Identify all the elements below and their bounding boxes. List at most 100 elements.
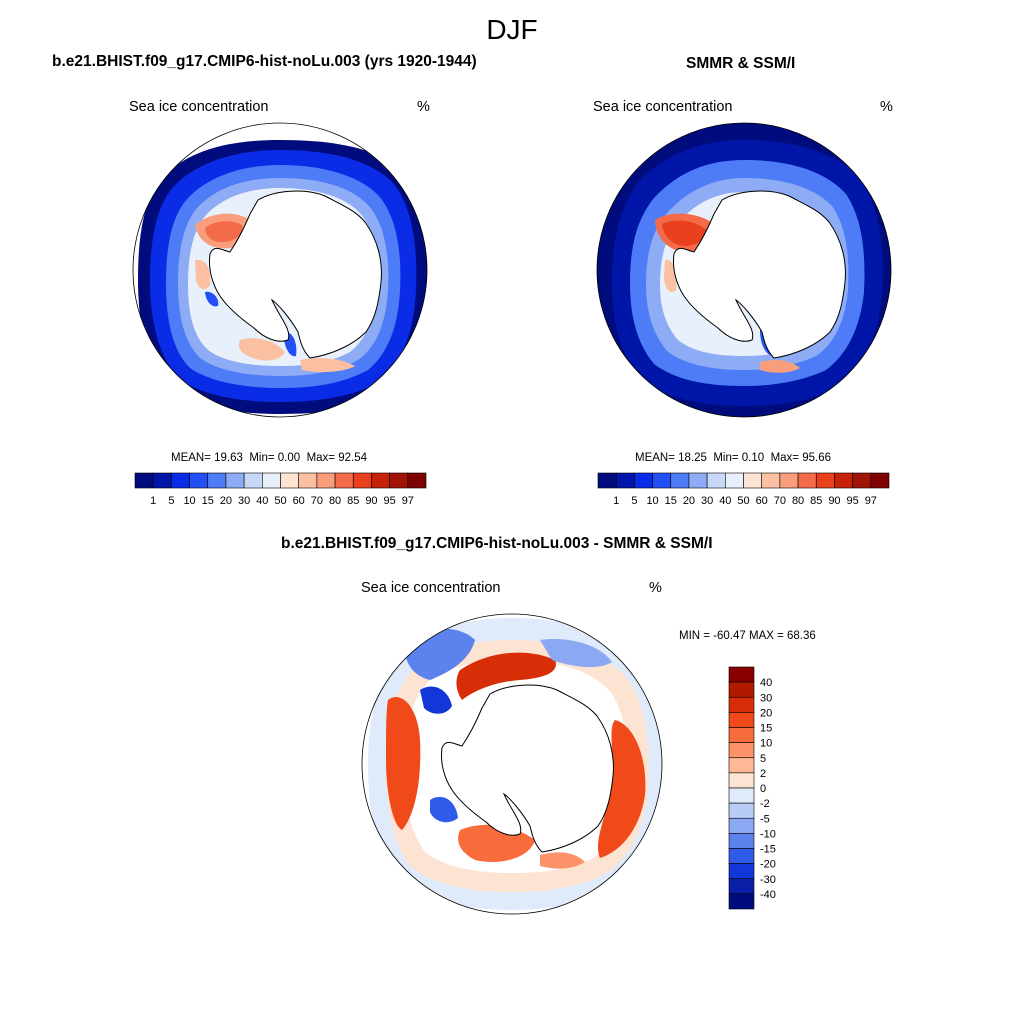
diff-red-east xyxy=(597,720,646,858)
model-colorbar-tick-label: 10 xyxy=(183,495,195,507)
model-colorbar-swatch xyxy=(225,472,245,489)
model-ice-red-2 xyxy=(205,221,243,243)
obs-colorbar-tick-label: 95 xyxy=(847,495,859,507)
diff-red-north xyxy=(456,652,556,700)
diff-units-label: % xyxy=(649,580,662,596)
diff-colorbar-swatch xyxy=(728,772,755,789)
diff-colorbar-swatch xyxy=(728,802,755,819)
obs-colorbar-swatch xyxy=(797,472,817,489)
model-colorbar-tick-label: 40 xyxy=(256,495,268,507)
diff-colorbar-tick-label: 20 xyxy=(760,707,772,719)
diff-colorbar-tick-label: -5 xyxy=(760,813,770,825)
model-colorbar: 1 5 10 15 20 30 40 50 60 70 80 85 90 95 97 xyxy=(134,472,427,507)
model-map-boundary xyxy=(132,122,428,418)
obs-max-value: 95.66 xyxy=(802,452,831,464)
obs-colorbar-swatch xyxy=(834,472,853,489)
model-colorbar-tick-label: 60 xyxy=(293,495,305,507)
model-colorbar-tick-label: 70 xyxy=(311,495,323,507)
model-max-value: 92.54 xyxy=(338,452,367,464)
diff-colorbar-tick-label: -15 xyxy=(760,844,776,856)
diff-colorbar-swatch xyxy=(728,878,755,895)
diff-antarctica xyxy=(441,684,614,853)
model-ice-red-5 xyxy=(195,259,211,290)
diff-colorbar-tick-label: -40 xyxy=(760,889,776,901)
diff-colorbar-swatch xyxy=(728,817,755,834)
obs-colorbar-tick-label: 50 xyxy=(737,495,749,507)
model-colorbar-swatch xyxy=(207,472,227,489)
model-ice-blue-1 xyxy=(205,291,219,307)
obs-colorbar-swatch xyxy=(652,472,672,489)
model-ice-red-4 xyxy=(300,358,355,373)
model-variable-label: Sea ice concentration xyxy=(129,99,269,115)
obs-colorbar-tick-label: 97 xyxy=(865,495,877,507)
diff-colorbar-swatch xyxy=(728,787,755,804)
obs-min-label: Min= xyxy=(713,452,739,464)
model-colorbar-swatch xyxy=(298,472,318,489)
obs-ice-red-2 xyxy=(662,220,706,246)
diff-map xyxy=(368,618,662,910)
model-min-value: 0.00 xyxy=(277,452,301,464)
obs-colorbar-tick-label: 90 xyxy=(828,495,840,507)
diff-panel-title: b.e21.BHIST.f09_g17.CMIP6-hist-noLu.003 … xyxy=(281,535,713,552)
model-units-label: % xyxy=(417,99,430,115)
obs-min-value: 0.10 xyxy=(741,452,765,464)
obs-mean-value: 18.25 xyxy=(678,452,707,464)
model-mean-value: 19.63 xyxy=(214,452,243,464)
obs-colorbar-tick-label: 80 xyxy=(792,495,804,507)
model-colorbar-swatch xyxy=(316,472,336,489)
obs-colorbar-tick-label: 70 xyxy=(774,495,786,507)
obs-colorbar-swatch xyxy=(725,472,744,489)
obs-map-boundary xyxy=(596,122,892,418)
diff-colorbar-tick-label: 5 xyxy=(760,753,766,765)
diff-variable-label: Sea ice concentration xyxy=(361,580,501,596)
obs-colorbar: 1 5 10 15 20 30 40 50 60 70 80 85 90 95 97 xyxy=(597,472,890,507)
obs-colorbar-tick-label: 20 xyxy=(683,495,695,507)
diff-colorbar-swatch xyxy=(728,712,755,728)
obs-colorbar-swatch xyxy=(761,472,781,489)
model-colorbar-swatch xyxy=(280,472,299,489)
model-colorbar-swatch xyxy=(407,472,427,489)
model-colorbar-tick-label: 95 xyxy=(384,495,396,507)
obs-colorbar-tick-label: 30 xyxy=(701,495,713,507)
model-mean-label: MEAN= xyxy=(171,452,211,464)
model-colorbar-tick-label: 97 xyxy=(402,495,414,507)
obs-units-label: % xyxy=(880,99,893,115)
diff-colorbar-swatch xyxy=(728,666,755,683)
diff-colorbar-tick-label: 2 xyxy=(760,768,766,780)
diff-blue-north xyxy=(540,639,612,668)
obs-ice-red-4 xyxy=(664,259,677,293)
diff-colorbar-tick-label: 30 xyxy=(760,692,772,704)
diff-colorbar-tick-label: -20 xyxy=(760,859,776,871)
model-colorbar-swatch xyxy=(134,472,154,489)
model-colorbar-tick-label: 50 xyxy=(274,495,286,507)
model-colorbar-tick-label: 1 xyxy=(150,495,156,507)
model-colorbar-tick-label: 20 xyxy=(220,495,232,507)
diff-colorbar-swatch xyxy=(728,833,755,849)
model-colorbar-tick-label: 15 xyxy=(202,495,214,507)
model-colorbar-swatch xyxy=(389,472,409,489)
obs-colorbar-swatch xyxy=(706,472,726,489)
diff-colorbar-tick-label: -2 xyxy=(760,798,770,810)
figure-title: DJF xyxy=(486,14,538,45)
obs-mean-label: MEAN= xyxy=(635,452,675,464)
diff-colorbar-tick-label: 15 xyxy=(760,723,772,735)
diff-colorbar-tick-label: 10 xyxy=(760,738,772,750)
obs-colorbar-swatch xyxy=(597,472,617,489)
diff-colorbar-tick-label: 40 xyxy=(760,677,772,689)
model-antarctica xyxy=(209,190,382,359)
diff-colorbar-swatch xyxy=(728,696,755,713)
model-colorbar-tick-label: 90 xyxy=(365,495,377,507)
model-colorbar-swatch xyxy=(262,472,281,489)
diff-colorbar-swatch xyxy=(728,893,755,910)
obs-colorbar-tick-label: 40 xyxy=(719,495,731,507)
diff-colorbar-swatch xyxy=(728,727,755,743)
model-colorbar-tick-label: 30 xyxy=(238,495,250,507)
obs-colorbar-swatch xyxy=(870,472,890,489)
obs-stats: MEAN= 18.25 Min= 0.10 Max= 95.66 xyxy=(635,452,831,464)
model-colorbar-swatch xyxy=(189,472,209,489)
diff-colorbar-swatch xyxy=(728,681,755,698)
diff-colorbar-swatch xyxy=(728,757,755,774)
obs-colorbar-swatch xyxy=(852,472,872,489)
obs-colorbar-swatch xyxy=(815,472,835,489)
